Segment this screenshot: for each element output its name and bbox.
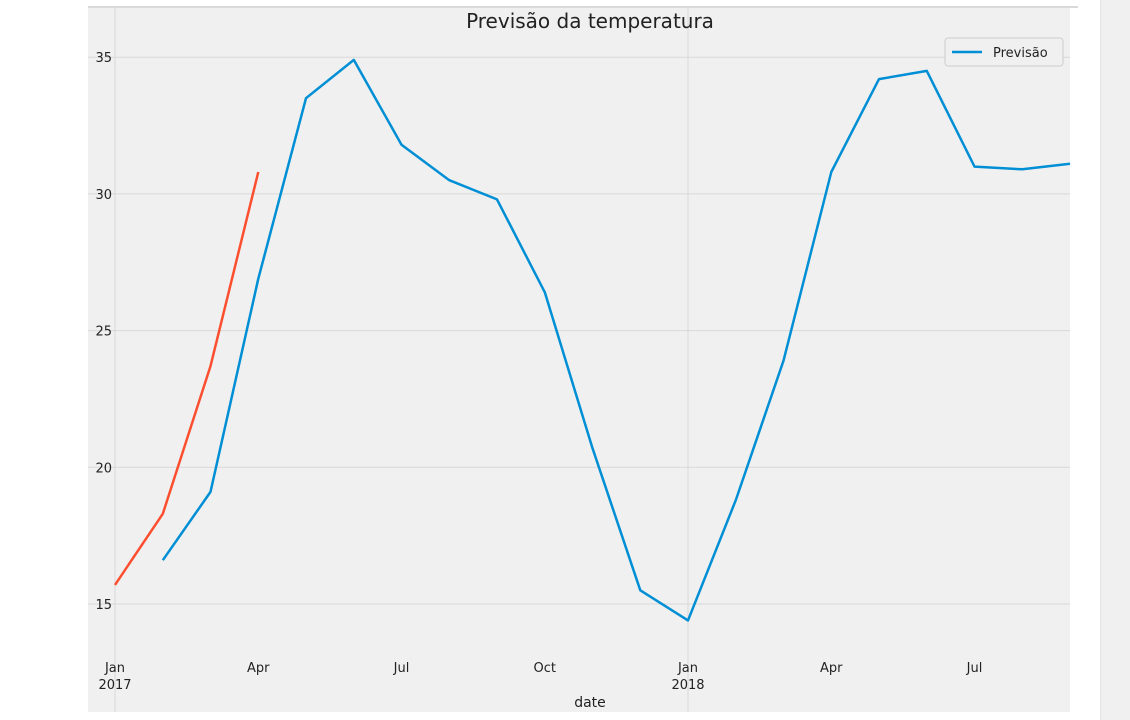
y-tick-label: 25 — [95, 325, 112, 340]
x-tick-label: Jan — [104, 661, 125, 676]
x-tick-label: Apr — [247, 661, 270, 676]
axis-layer: 15 20 25 30 35 Jan 2017 Apr Jul Oct Jan 2018 Apr Jul — [95, 51, 982, 693]
x-tick-label: Apr — [820, 661, 843, 676]
x-tick-label: Oct — [534, 661, 556, 676]
top-divider — [88, 6, 1078, 8]
series-line-previsao — [161, 58, 1071, 622]
series-line-actual — [113, 171, 260, 586]
x-tick-label: Jan — [677, 661, 698, 676]
legend-label-previsao: Previsão — [993, 46, 1048, 61]
x-tick-label: Jul — [393, 661, 410, 676]
plot-area — [88, 8, 1070, 712]
y-tick-label: 20 — [95, 461, 112, 476]
legend: Previsão — [944, 37, 1064, 67]
vertical-scrollbar[interactable] — [1100, 0, 1130, 720]
y-tick-label: 30 — [95, 188, 112, 203]
x-axis-title: date — [574, 695, 606, 711]
y-tick-label: 15 — [95, 598, 112, 613]
x-tick-sublabel: 2018 — [671, 678, 704, 693]
x-tick-sublabel: 2017 — [98, 678, 131, 693]
y-tick-label: 35 — [95, 51, 112, 66]
x-tick-label: Jul — [966, 661, 983, 676]
grid-layer — [88, 8, 1070, 712]
legend-box — [944, 37, 1064, 67]
series-layer — [113, 58, 1071, 622]
chart-title: Previsão da temperatura — [466, 9, 714, 33]
